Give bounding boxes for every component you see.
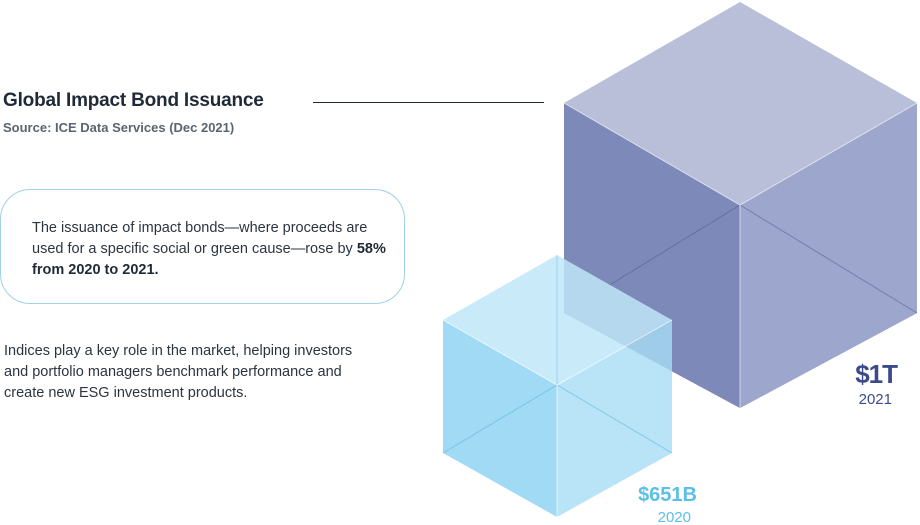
- value-label-2020: $651B: [638, 484, 697, 506]
- callout-text-bold: 58% from 2020 to 2021.: [32, 241, 386, 278]
- cube-2021-top-face: [564, 2, 917, 205]
- title-divider: [313, 102, 544, 103]
- value-label-2021: $1T: [855, 359, 898, 389]
- callout-text-regular: The issuance of impact bonds—where proce…: [32, 220, 368, 257]
- callout-box: [0, 189, 405, 304]
- year-label-2020: 2020: [658, 509, 691, 525]
- source-note: Source: ICE Data Services (Dec 2021): [3, 120, 235, 135]
- callout-text: The issuance of impact bonds—where proce…: [32, 218, 392, 281]
- year-label-2021: 2021: [859, 391, 892, 408]
- cube-2020: [442, 255, 673, 517]
- cube-2021-right-face: [740, 103, 917, 408]
- description-paragraph: Indices play a key role in the market, h…: [4, 343, 353, 401]
- page-title: Global Impact Bond Issuance: [3, 90, 264, 111]
